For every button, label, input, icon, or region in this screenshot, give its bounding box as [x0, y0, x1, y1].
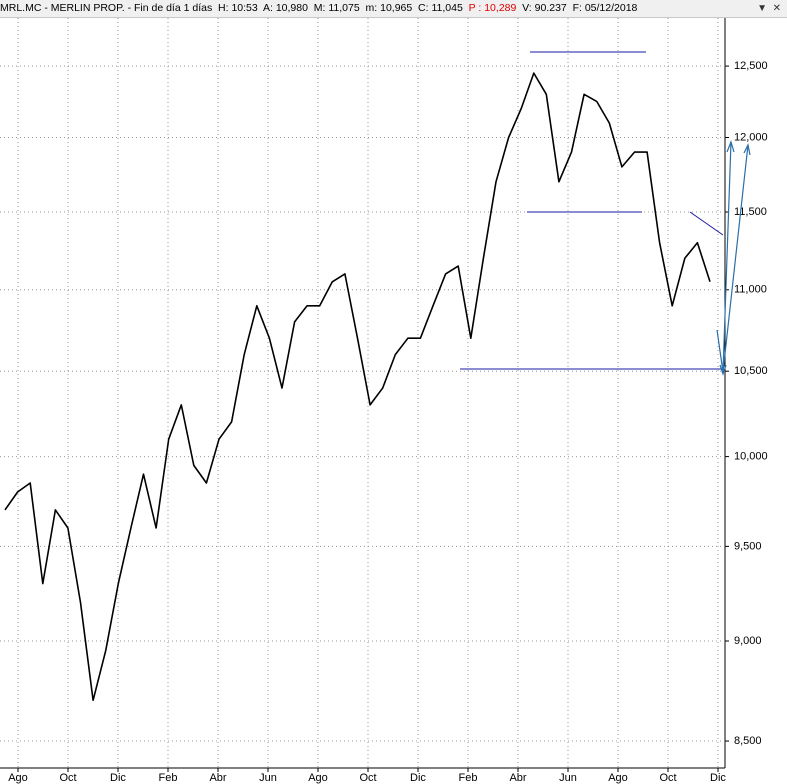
x-tick-label: Ago — [608, 772, 628, 784]
header-text: MRL.MC - MERLIN PROP. - Fin de día 1 día… — [0, 2, 637, 14]
header-segment: V: 90.237 F: 05/12/2018 — [516, 2, 638, 14]
x-tick-label: Abr — [209, 772, 226, 784]
x-tick-label: Ago — [8, 772, 28, 784]
x-tick-label: Oct — [659, 772, 676, 784]
x-tick-label: Oct — [59, 772, 76, 784]
x-tick-label: Abr — [509, 772, 526, 784]
x-tick-label: Ago — [308, 772, 328, 784]
x-tick-label: Jun — [259, 772, 277, 784]
window-buttons[interactable]: ▼ ✕ — [757, 3, 781, 14]
y-tick-label: 12,500 — [734, 60, 768, 72]
y-tick-label: 11,500 — [734, 206, 767, 218]
header-bar: MRL.MC - MERLIN PROP. - Fin de día 1 día… — [0, 0, 787, 18]
y-tick-label: 11,000 — [734, 284, 767, 296]
x-tick-label: Feb — [159, 772, 178, 784]
drawn-trendlines — [460, 51, 724, 370]
y-tick-label: 9,000 — [734, 635, 762, 647]
y-tick-label: 9,500 — [734, 540, 762, 552]
x-tick-label: Feb — [459, 772, 478, 784]
x-tick-label: Jun — [559, 772, 577, 784]
x-tick-label: Dic — [110, 772, 126, 784]
x-tick-label: Dic — [410, 772, 426, 784]
y-tick-label: 12,000 — [734, 131, 768, 143]
drawn-arrows — [716, 140, 751, 376]
y-tick-label: 10,500 — [734, 365, 768, 377]
header-segment: P : 10,289 — [468, 2, 517, 14]
header-segment: MRL.MC - MERLIN PROP. - Fin de día 1 día… — [0, 2, 469, 14]
y-tick-label: 10,000 — [734, 450, 768, 462]
y-tick-label: 8,500 — [734, 735, 762, 747]
price-line — [4, 72, 711, 702]
x-tick-label: Dic — [710, 772, 726, 784]
x-tick-label: Oct — [359, 772, 376, 784]
